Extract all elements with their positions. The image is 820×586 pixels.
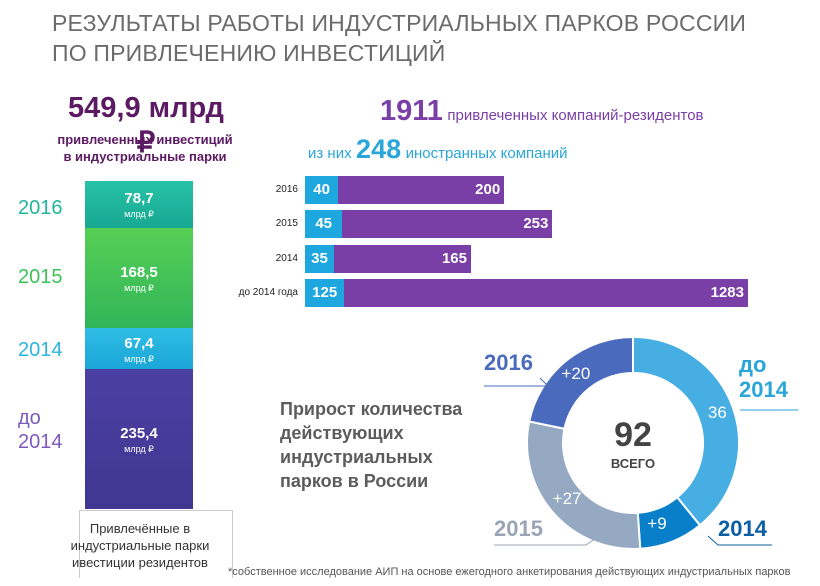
stack-unit-2016: млрд ₽ (124, 209, 154, 220)
bar-category-2014: 2014 (275, 253, 298, 264)
bar-foreign-label-before-2014: 125 (312, 284, 338, 301)
investments-subtitle-line-2: в индустриальные парки (63, 149, 227, 164)
donut-value-before-2014: 36 (707, 402, 727, 422)
bar-category-2015: 2015 (275, 218, 298, 229)
investments-total: 549,9 млрд ₽ (68, 92, 224, 159)
donut-leader-line-2015 (494, 537, 597, 546)
donut-year-label-2014: 2014 (718, 516, 767, 541)
donut-slice-before-2014 (632, 335, 740, 527)
stack-unit-before-2014: млрд ₽ (124, 443, 154, 454)
investments-subtitle-line-1: привлеченных инвестиций (57, 132, 233, 147)
donut-year-label-before-2014: до 2014 (739, 352, 788, 402)
donut-leader-line-2014 (707, 535, 772, 546)
bar-residents-label-2016: 200 (475, 181, 501, 198)
companies-foreign-number: 248 (356, 134, 402, 164)
donut-value-2014: +9 (647, 513, 667, 533)
footnote: *собственное исследование АИП на основе … (228, 566, 791, 578)
bar-foreign-before-2014: 125 (305, 279, 345, 307)
stack-value-2015: 168,5 (120, 264, 158, 282)
growth-title-line-3: индустриальных (280, 447, 433, 467)
stack-unit-2014: млрд ₽ (124, 353, 154, 364)
stack-segment-before-2014: 235,4 млрд ₽ (85, 368, 193, 509)
stack-base-line (79, 510, 233, 511)
stack-segment-2014: 67,4 млрд ₽ (85, 328, 193, 369)
stack-year-label-2016: 2016 (18, 197, 63, 219)
donut-slice-2016 (528, 335, 634, 430)
growth-title-line-2: действующих (280, 423, 404, 443)
page-title: РЕЗУЛЬТАТЫ РАБОТЫ ИНДУСТРИАЛЬНЫХ ПАРКОВ … (52, 8, 746, 68)
stack-year-label-2014: 2014 (18, 339, 63, 361)
bar-foreign-label-2016: 40 (313, 181, 330, 198)
stack-segment-2016: 78,7 млрд ₽ (85, 181, 193, 228)
stack-segment-2015: 168,5 млрд ₽ (85, 227, 193, 329)
growth-title-line-1: Прирост количества (280, 399, 463, 419)
companies-foreign-prefix: из них (308, 145, 352, 162)
bar-foreign-2015: 45 (305, 210, 343, 238)
growth-title: Прирост количества действующих индустриа… (280, 397, 480, 493)
stack-right-divider (232, 510, 233, 578)
donut-total-label: ВСЕГО (610, 456, 656, 471)
donut-value-2016: +20 (561, 363, 591, 383)
growth-title-line-4: парков в России (280, 471, 429, 491)
investment-stack-caption: Привлечённые в индустриальные парки ивес… (40, 520, 240, 571)
caption-line-1: Привлечённые в (89, 521, 191, 536)
bar-residents-label-2015: 253 (523, 215, 549, 232)
donut-year-label-2016: 2016 (484, 350, 533, 375)
bar-foreign-label-2014: 35 (311, 250, 328, 267)
bar-foreign-label-2015: 45 (315, 215, 333, 232)
donut-total-value: 92 (614, 416, 652, 454)
stack-value-2014: 67,4 (124, 334, 154, 352)
investments-subtitle: привлеченных инвестиций в индустриальные… (40, 131, 250, 165)
stack-unit-2015: млрд ₽ (124, 283, 154, 294)
stack-year-label-2015: 2015 (18, 266, 63, 288)
bar-residents-2014: 165 (334, 245, 471, 273)
stack-year-label-before-2014: до 2014 (18, 407, 63, 453)
caption-line-2: индустриальные парки (70, 538, 210, 553)
bar-category-before-2014: до 2014 года (238, 287, 298, 298)
companies-total-number: 1911 (380, 95, 443, 127)
bar-residents-2016: 200 (338, 176, 505, 204)
stack-value-2016: 78,7 (124, 190, 154, 208)
page-title-line-2: ПО ПРИВЛЕЧЕНИЮ ИНВЕСТИЦИЙ (52, 40, 446, 66)
companies-foreign-text: иностранных компаний (405, 145, 568, 162)
stack-left-divider (79, 510, 80, 578)
bar-residents-2015: 253 (342, 210, 553, 238)
companies-total: 1911 привлеченных компаний-резидентов (380, 95, 704, 128)
donut-leader-line-2016 (484, 377, 550, 387)
donut-value-2015: +27 (552, 488, 582, 508)
bar-residents-label-before-2014: 1283 (710, 284, 744, 301)
bar-foreign-2016: 40 (305, 176, 339, 204)
page-title-line-1: РЕЗУЛЬТАТЫ РАБОТЫ ИНДУСТРИАЛЬНЫХ ПАРКОВ … (52, 10, 747, 36)
companies-total-text: привлеченных компаний-резидентов (447, 107, 704, 124)
bar-residents-before-2014: 1283 (344, 279, 748, 307)
stack-value-before-2014: 235,4 (120, 424, 158, 442)
companies-foreign: из них 248 иностранных компаний (308, 134, 568, 165)
bar-category-2016: 2016 (275, 184, 298, 195)
caption-line-3: ивестиции резидентов (72, 555, 208, 570)
donut-year-label-2015: 2015 (494, 516, 543, 541)
bar-foreign-2014: 35 (305, 245, 335, 273)
bar-residents-label-2014: 165 (441, 250, 467, 267)
